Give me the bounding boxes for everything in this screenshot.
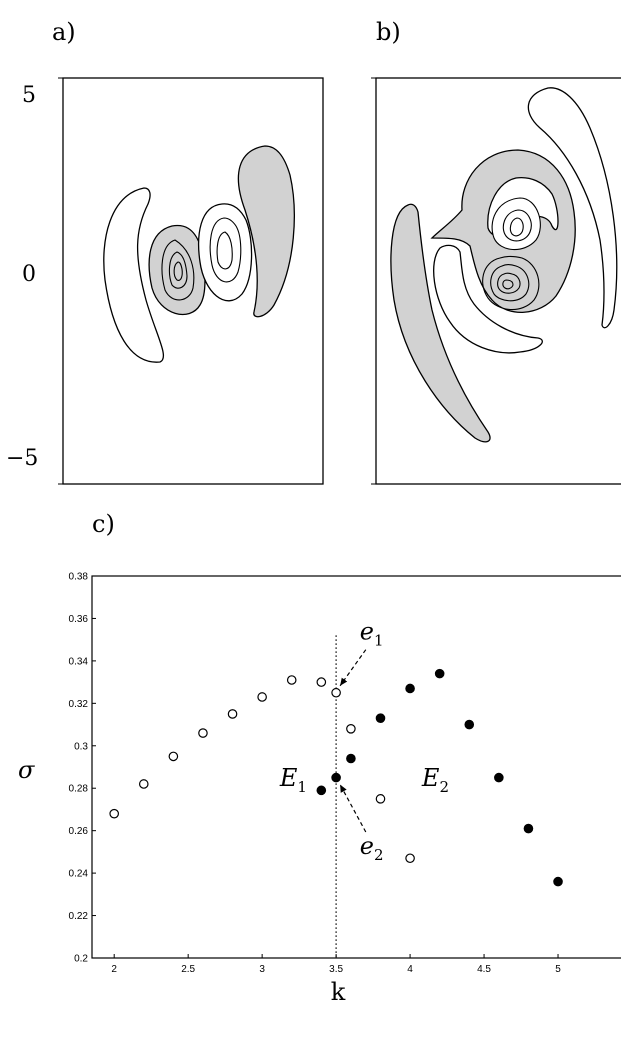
contour-a-pos-2 [209,217,242,283]
contour-b-lower-arc [433,244,543,354]
data-point-open [331,687,341,698]
data-point-filled [464,719,475,730]
panel-c: 22.533.544.555.50.20.220.240.260.280.30.… [18,572,621,1006]
data-point-filled [331,772,341,783]
data-point-filled [405,683,415,694]
contour-a-pos-lobe [197,203,253,302]
annotation-arrow [339,784,367,833]
annotation-base: e [360,618,374,646]
contour-ytick-0: 0 [22,262,36,287]
data-point-open [346,723,356,734]
annotation-base: E [279,764,298,792]
annotation-e1: E1 [279,764,307,796]
contour-b-neg-3 [497,272,521,294]
data-point-filled [523,823,534,834]
contour-a-neg-2 [161,239,195,301]
y-tick-label: 0.34 [69,656,89,667]
y-tick-label: 0.36 [69,614,89,625]
annotation-subscript: 1 [374,632,384,650]
annotation-base: E [421,764,440,792]
y-tick-label: 0.38 [69,572,89,583]
y-axis-label: σ [18,756,35,784]
contour-a-neg-4 [173,261,183,281]
data-point-filled [434,668,445,679]
contour-panel-a [58,77,324,485]
data-point-open [286,675,297,685]
x-tick-label: 4.5 [477,964,491,975]
panel-a-frame [62,77,324,485]
contour-b-outer-bottom [390,203,491,443]
x-tick-label: 5 [555,964,561,975]
contour-b-neg-4 [502,279,514,290]
data-point-open [109,808,119,819]
x-tick-label: 2.5 [181,964,195,975]
data-point-open [198,728,208,738]
contour-b-pos-1 [491,197,541,251]
data-point-filled [346,753,356,764]
x-tick-label: 3.5 [329,964,343,975]
y-tick-label: 0.3 [74,741,88,752]
contour-b-neg-2 [490,263,530,302]
annotation-e2: e2 [360,832,384,864]
contour-b-pos-2 [502,209,532,242]
x-tick-label: 2 [111,964,117,975]
x-axis-label: k [331,978,346,1006]
y-tick-label: 0.24 [69,869,89,880]
contour-ytick-5: 5 [22,83,36,108]
x-tick-label: 4 [407,964,413,975]
contour-ytick-neg5: −5 [6,446,38,471]
y-tick-label: 0.26 [69,826,89,837]
annotation-base: e [360,832,374,860]
contour-a-neg-3 [168,251,188,289]
annotation-subscript: 2 [374,846,384,864]
y-tick-label: 0.28 [69,784,89,795]
panel-label-b: b) [376,18,401,46]
annotation-subscript: 1 [297,778,307,796]
panel-b-frame [375,77,621,485]
data-point-filled [375,713,386,723]
data-point-open [257,692,267,702]
contour-b-neg-1 [482,255,540,311]
contour-a-neg-lobe [148,224,206,316]
data-point-open [375,794,386,804]
annotation-subscript: 2 [439,778,449,796]
y-tick-label: 0.2 [74,954,88,965]
data-point-open [316,677,327,687]
data-point-filled [494,772,504,783]
data-point-filled [553,876,563,887]
panel-label-c: c) [92,510,115,538]
data-point-open [405,853,415,864]
contour-b-pos-3 [509,217,524,237]
contour-b-outer-top [527,87,618,329]
data-point-filled [316,785,327,796]
data-point-open [138,779,149,789]
y-tick-label: 0.32 [69,699,89,710]
contour-a-pos-3 [216,231,233,270]
data-point-open [227,709,238,719]
annotation-arrow [339,649,367,687]
annotation-e1: e1 [360,618,384,650]
annotation-e2: E2 [421,764,449,796]
x-tick-label: 3 [259,964,265,975]
contour-a-outer-left [103,187,165,363]
y-tick-label: 0.22 [69,911,89,922]
panel-c-frame [91,575,621,959]
contour-a-outer-right [237,145,295,318]
panel-label-a: a) [52,18,76,46]
data-point-open [168,751,179,762]
contour-panel-b [371,77,621,485]
